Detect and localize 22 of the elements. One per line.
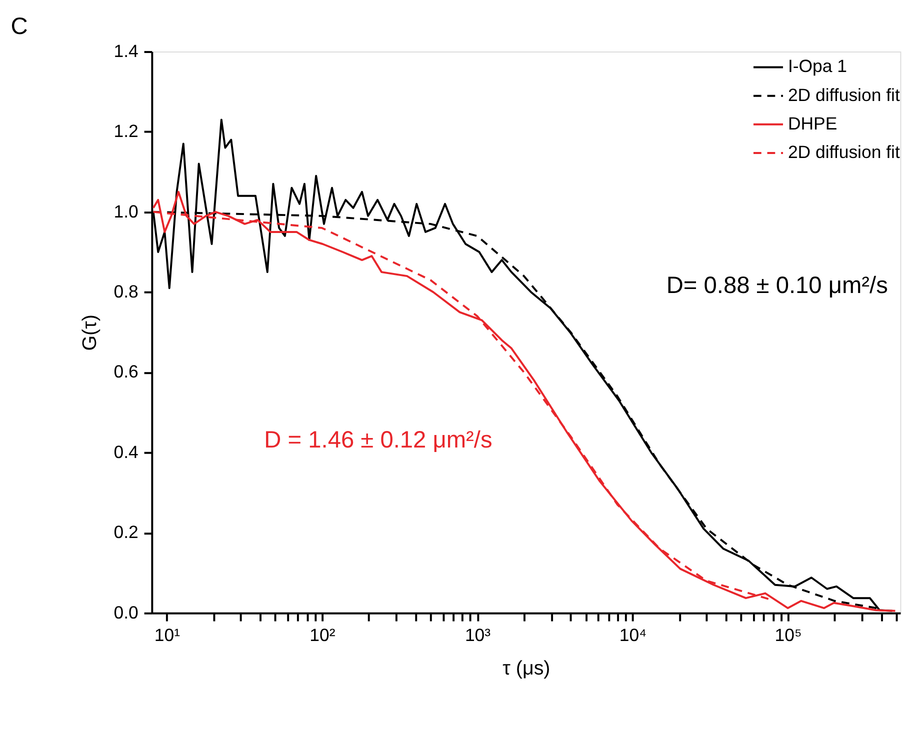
legend-label: DHPE [788,113,838,134]
x-tick-label: 10⁵ [774,624,802,645]
legend-label: I-Opa 1 [788,56,848,76]
x-tick-label: 10⁴ [619,624,647,645]
x-axis-title: τ (μs) [502,657,550,680]
x-tick-label: 10³ [464,624,491,645]
legend-label: 2D diffusion fit [788,84,900,105]
y-axis-title: G(τ) [79,314,102,351]
y-tick-label: 0.6 [114,362,139,382]
x-tick-label: 10¹ [154,624,180,645]
y-tick-label: 1.2 [114,121,138,142]
y-tick-label: 0.0 [114,602,139,622]
chart-title: C [10,14,28,40]
y-tick-label: 0.8 [114,282,139,302]
y-tick-label: 1.0 [114,201,139,222]
annotation: D = 1.46 ± 0.12 μm²/s [264,427,492,454]
y-tick-label: 0.2 [114,522,138,542]
legend-label: 2D diffusion fit [788,142,900,162]
y-tick-label: 0.4 [114,442,139,462]
x-tick-label: 10² [310,624,336,645]
annotation: D= 0.88 ± 0.10 μm²/s [666,272,888,299]
y-tick-label: 1.4 [114,40,139,61]
